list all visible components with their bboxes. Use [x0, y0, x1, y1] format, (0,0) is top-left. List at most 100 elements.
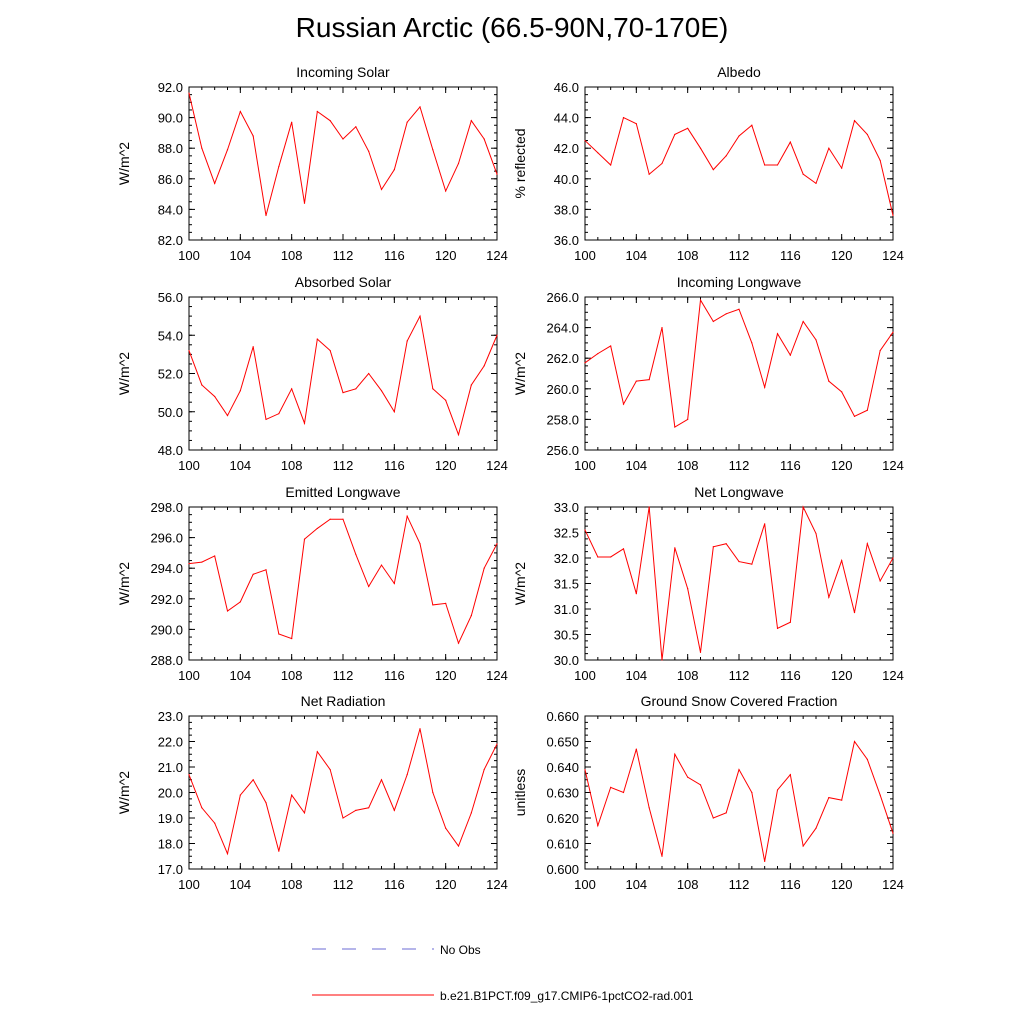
data-point	[661, 327, 663, 329]
data-point	[368, 150, 370, 152]
x-tick-label: 108	[677, 458, 699, 473]
data-point	[380, 564, 383, 566]
panel-1: Incoming Solar W/m^2 100 104 108 112 116 120 124…	[116, 64, 508, 263]
y-tick-label: 92.0	[158, 80, 183, 95]
data-point	[368, 585, 370, 588]
data-point	[610, 164, 612, 166]
data-point	[329, 349, 331, 352]
data-point	[214, 182, 216, 184]
data-point	[635, 123, 637, 125]
data-point	[635, 380, 637, 382]
data-point	[214, 395, 216, 398]
data-point	[316, 527, 318, 530]
data-point	[802, 320, 804, 323]
data-point	[853, 740, 856, 743]
data-point	[879, 580, 881, 582]
data-point	[776, 333, 779, 335]
x-tick-label: 116	[780, 248, 801, 263]
y-tick-label: 84.0	[158, 202, 183, 217]
y-tick-label: 90.0	[158, 111, 183, 126]
x-tick-label: 104	[625, 877, 647, 892]
x-tick-label: 104	[625, 248, 647, 263]
data-point	[802, 506, 804, 508]
series-line	[188, 514, 498, 645]
x-tick-label: 124	[882, 668, 904, 683]
data-point	[622, 117, 625, 119]
series-line	[584, 505, 894, 661]
x-tick-label: 120	[831, 458, 853, 473]
x-tick-label: 100	[574, 248, 596, 263]
y-axis-label: unitless	[512, 769, 528, 816]
data-point	[265, 418, 267, 420]
x-tick-label: 116	[780, 668, 801, 683]
data-point	[419, 106, 421, 108]
y-axis-label: W/m^2	[116, 352, 132, 395]
data-point	[674, 133, 676, 136]
y-axis-label: W/m^2	[116, 562, 132, 605]
x-tick-label: 100	[178, 248, 200, 263]
data-point	[291, 794, 293, 796]
x-tick-label: 124	[882, 458, 904, 473]
data-point	[445, 827, 447, 829]
plot-frame	[584, 296, 894, 451]
data-point	[776, 627, 779, 629]
data-point	[303, 422, 306, 424]
plot-frame	[188, 86, 498, 241]
data-point	[201, 147, 203, 149]
data-point	[764, 523, 766, 525]
y-tick-label: 42.0	[554, 141, 579, 156]
x-tick-label: 116	[384, 458, 405, 473]
data-point	[316, 751, 318, 753]
x-tick-label: 116	[384, 248, 405, 263]
data-point	[393, 169, 395, 171]
data-point	[355, 388, 357, 390]
series-line	[188, 314, 498, 437]
data-point	[342, 138, 344, 140]
panel-title: Albedo	[717, 64, 761, 80]
x-tick-label: 112	[729, 458, 750, 473]
data-point	[751, 563, 753, 565]
data-point	[368, 372, 370, 375]
y-tick-label: 264.0	[546, 321, 579, 336]
x-tick-label: 116	[384, 668, 405, 683]
data-point	[853, 415, 856, 417]
x-tick-label: 116	[780, 877, 801, 892]
series-line	[584, 740, 894, 862]
y-tick-label: 0.650	[546, 735, 579, 750]
data-point	[841, 799, 843, 801]
x-tick-label: 108	[281, 458, 303, 473]
data-point	[725, 812, 727, 814]
y-tick-label: 0.600	[546, 862, 579, 877]
data-point	[483, 768, 485, 771]
data-point	[699, 784, 702, 786]
figure-title: Russian Arctic (66.5-90N,70-170E)	[295, 12, 729, 43]
data-point	[419, 315, 421, 317]
data-point	[483, 138, 485, 140]
y-tick-label: 288.0	[150, 653, 183, 668]
panel-title: Ground Snow Covered Fraction	[641, 693, 838, 709]
data-point	[445, 399, 447, 401]
data-point	[278, 633, 280, 635]
data-point	[584, 362, 586, 364]
data-point	[597, 825, 599, 827]
data-point	[764, 164, 766, 166]
data-point	[457, 642, 460, 644]
data-point	[815, 532, 817, 535]
data-point	[457, 434, 460, 436]
data-point	[252, 573, 254, 575]
data-point	[496, 334, 498, 336]
data-point	[674, 547, 676, 549]
data-point	[661, 855, 663, 857]
y-tick-label: 46.0	[554, 80, 579, 95]
y-tick-label: 82.0	[158, 233, 183, 248]
x-tick-label: 108	[677, 248, 699, 263]
y-tick-label: 296.0	[150, 531, 183, 546]
y-tick-label: 86.0	[158, 172, 183, 187]
y-tick-label: 0.630	[546, 786, 579, 801]
x-tick-label: 120	[435, 668, 457, 683]
data-point	[432, 604, 434, 606]
data-point	[892, 331, 894, 333]
x-tick-label: 120	[831, 877, 853, 892]
data-point	[866, 543, 868, 545]
x-tick-label: 108	[281, 877, 303, 892]
